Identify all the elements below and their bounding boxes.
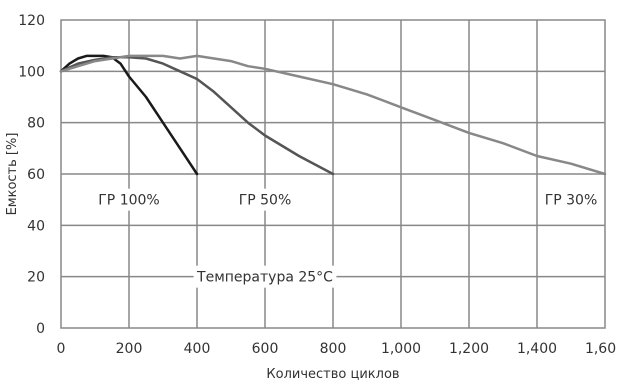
series-line-3	[59, 54, 607, 176]
x-tick-label: 1,000	[381, 341, 421, 357]
x-tick-label: 600	[252, 341, 279, 357]
x-axis-ticks: 0 200 400 600 800 1,000 1,200 1,400 1,600	[57, 341, 617, 357]
x-axis-title: Количество циклов	[266, 367, 399, 381]
y-tick-label: 80	[27, 116, 45, 132]
y-tick-label: 120	[18, 13, 45, 29]
annotation-label: Температура 25°C	[196, 270, 333, 286]
annotation-background	[94, 188, 164, 211]
x-tick-label: 400	[184, 341, 211, 357]
annotations: ГР 100% ГР 50% ГР 30% Температура 25°C	[94, 188, 601, 288]
y-tick-label: 40	[27, 218, 45, 234]
x-tick-label: 1,600	[585, 341, 617, 357]
x-tick-label: 800	[320, 341, 347, 357]
annotation-label: ГР 30%	[545, 193, 598, 209]
x-tick-label: 0	[57, 341, 66, 357]
y-tick-label: 100	[18, 64, 45, 80]
y-axis-ticks: 0 20 40 60 80 100 120	[18, 13, 45, 337]
x-tick-label: 200	[116, 341, 143, 357]
series-group	[59, 54, 607, 176]
y-tick-label: 20	[27, 270, 45, 286]
series-line-2	[59, 55, 335, 176]
x-tick-label: 1,200	[449, 341, 489, 357]
x-tick-label: 1,400	[517, 341, 557, 357]
annotation-background	[193, 265, 337, 288]
y-axis-title: Емкость [%]	[5, 133, 20, 216]
annotation-background	[541, 188, 601, 211]
y-tick-label: 60	[27, 167, 45, 183]
grid-lines	[61, 20, 605, 328]
y-tick-label: 0	[36, 321, 45, 337]
annotation-label: ГР 100%	[98, 193, 159, 209]
annotation-label: ГР 50%	[239, 193, 292, 209]
annotation-background	[235, 188, 295, 211]
